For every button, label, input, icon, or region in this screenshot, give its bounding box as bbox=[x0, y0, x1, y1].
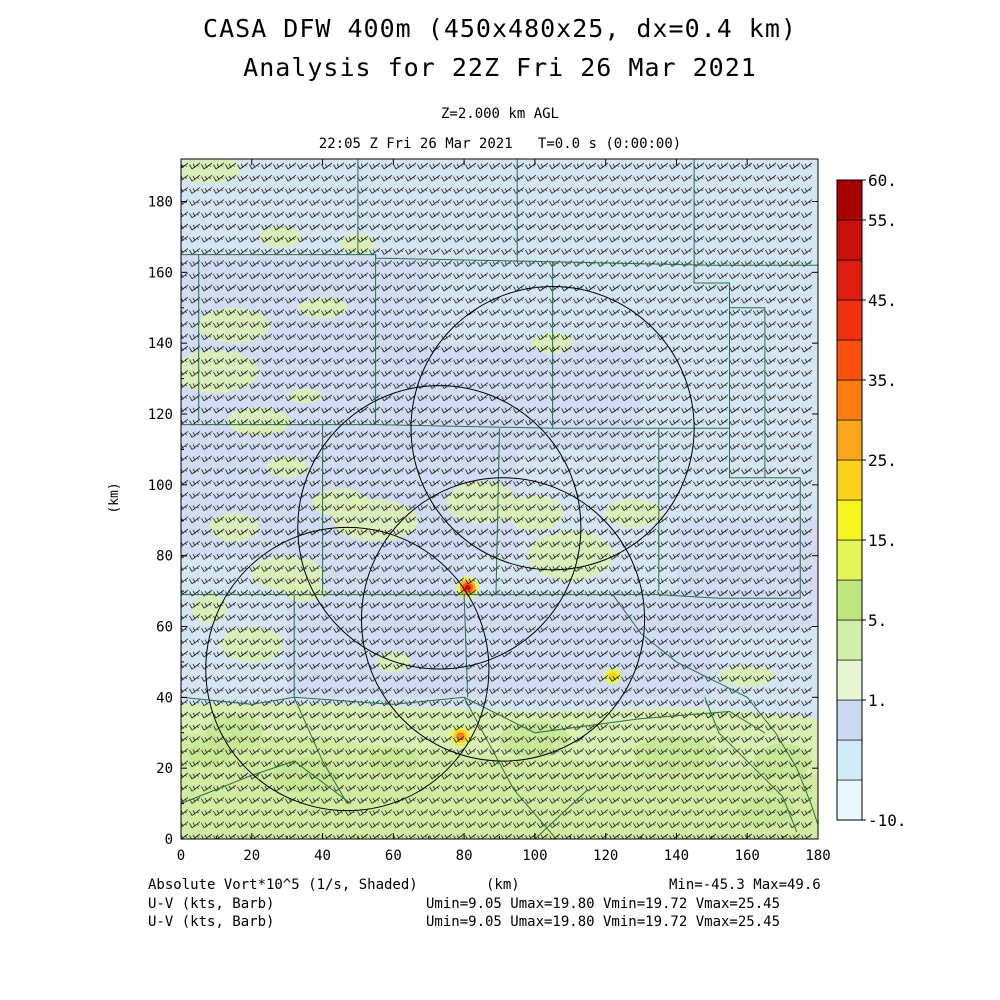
colorbar-swatch bbox=[836, 379, 863, 421]
colorbar-swatch bbox=[836, 659, 863, 701]
radar-range-rings bbox=[205, 286, 695, 812]
x-tick-label: 100 bbox=[522, 848, 547, 864]
x-axis-label: (km) bbox=[486, 877, 520, 893]
field-label: Absolute Vort*10^5 (1/s, Shaded) bbox=[148, 877, 418, 893]
colorbar-swatch bbox=[836, 219, 863, 261]
colorbar-label: 45. bbox=[868, 291, 897, 310]
colorbar-label: -10. bbox=[868, 811, 907, 830]
x-tick-label: 120 bbox=[593, 848, 618, 864]
wind-stats-1: Umin=9.05 Umax=19.80 Vmin=19.72 Vmax=25.… bbox=[426, 896, 781, 912]
colorbar-label: 35. bbox=[868, 371, 897, 390]
y-tick-label: 40 bbox=[156, 690, 173, 706]
colorbar: 60. 55. 45. 35. 25. 15. 5. 1. -10. bbox=[836, 171, 907, 830]
chart-subtitle: Analysis for 22Z Fri 26 Mar 2021 bbox=[243, 53, 757, 82]
wind-stats-2: Umin=9.05 Umax=19.80 Vmin=19.72 Vmax=25.… bbox=[426, 914, 781, 930]
wind-barb-label-1: U-V (kts, Barb) bbox=[148, 896, 275, 912]
colorbar-swatch bbox=[836, 499, 863, 541]
x-tick-label: 140 bbox=[664, 848, 689, 864]
wind-barb-label-2: U-V (kts, Barb) bbox=[148, 914, 275, 930]
y-tick-label: 0 bbox=[165, 832, 173, 848]
y-axis-label: (km) bbox=[107, 482, 122, 513]
axes: 0 20 40 60 80 100 120 140 160 180 0 20 40 60 80 100 120 1… bbox=[148, 159, 831, 864]
y-tick-label: 80 bbox=[156, 549, 173, 565]
colorbar-label: 1. bbox=[868, 691, 887, 710]
colorbar-swatch bbox=[836, 579, 863, 621]
colorbar-swatch bbox=[836, 699, 863, 741]
y-tick-label: 120 bbox=[148, 407, 173, 423]
x-tick-label: 180 bbox=[805, 848, 830, 864]
y-tick-label: 160 bbox=[148, 265, 173, 281]
y-tick-label: 20 bbox=[156, 761, 173, 777]
colorbar-swatch bbox=[836, 739, 863, 781]
colorbar-swatch bbox=[836, 179, 863, 221]
colorbar-label: 60. bbox=[868, 171, 897, 190]
colorbar-swatch bbox=[836, 619, 863, 661]
x-tick-label: 60 bbox=[385, 848, 402, 864]
x-tick-label: 0 bbox=[177, 848, 185, 864]
y-tick-label: 140 bbox=[148, 336, 173, 352]
x-tick-label: 40 bbox=[314, 848, 331, 864]
x-tick-label: 80 bbox=[456, 848, 473, 864]
level-label: Z=2.000 km AGL bbox=[440, 106, 559, 122]
colorbar-swatch bbox=[836, 459, 863, 501]
x-tick-label: 160 bbox=[735, 848, 760, 864]
field-minmax: Min=-45.3 Max=49.6 bbox=[669, 877, 821, 893]
time-label: 22:05 Z Fri 26 Mar 2021 T=0.0 s (0:00:00… bbox=[318, 136, 682, 152]
x-tick-label: 20 bbox=[243, 848, 260, 864]
y-tick-label: 100 bbox=[148, 478, 173, 494]
colorbar-swatch bbox=[836, 779, 863, 821]
colorbar-label: 5. bbox=[868, 611, 887, 630]
vorticity-field bbox=[181, 159, 818, 839]
colorbar-label: 15. bbox=[868, 531, 897, 550]
colorbar-swatch bbox=[836, 339, 863, 381]
y-tick-label: 180 bbox=[148, 195, 173, 211]
colorbar-swatch bbox=[836, 419, 863, 461]
county-boundaries bbox=[181, 159, 818, 839]
colorbar-label: 55. bbox=[868, 211, 897, 230]
colorbar-label: 25. bbox=[868, 451, 897, 470]
colorbar-swatch bbox=[836, 259, 863, 301]
y-tick-label: 60 bbox=[156, 620, 173, 636]
chart-title: CASA DFW 400m (450x480x25, dx=0.4 km) bbox=[203, 14, 797, 43]
colorbar-swatch bbox=[836, 539, 863, 581]
colorbar-swatch bbox=[836, 299, 863, 341]
